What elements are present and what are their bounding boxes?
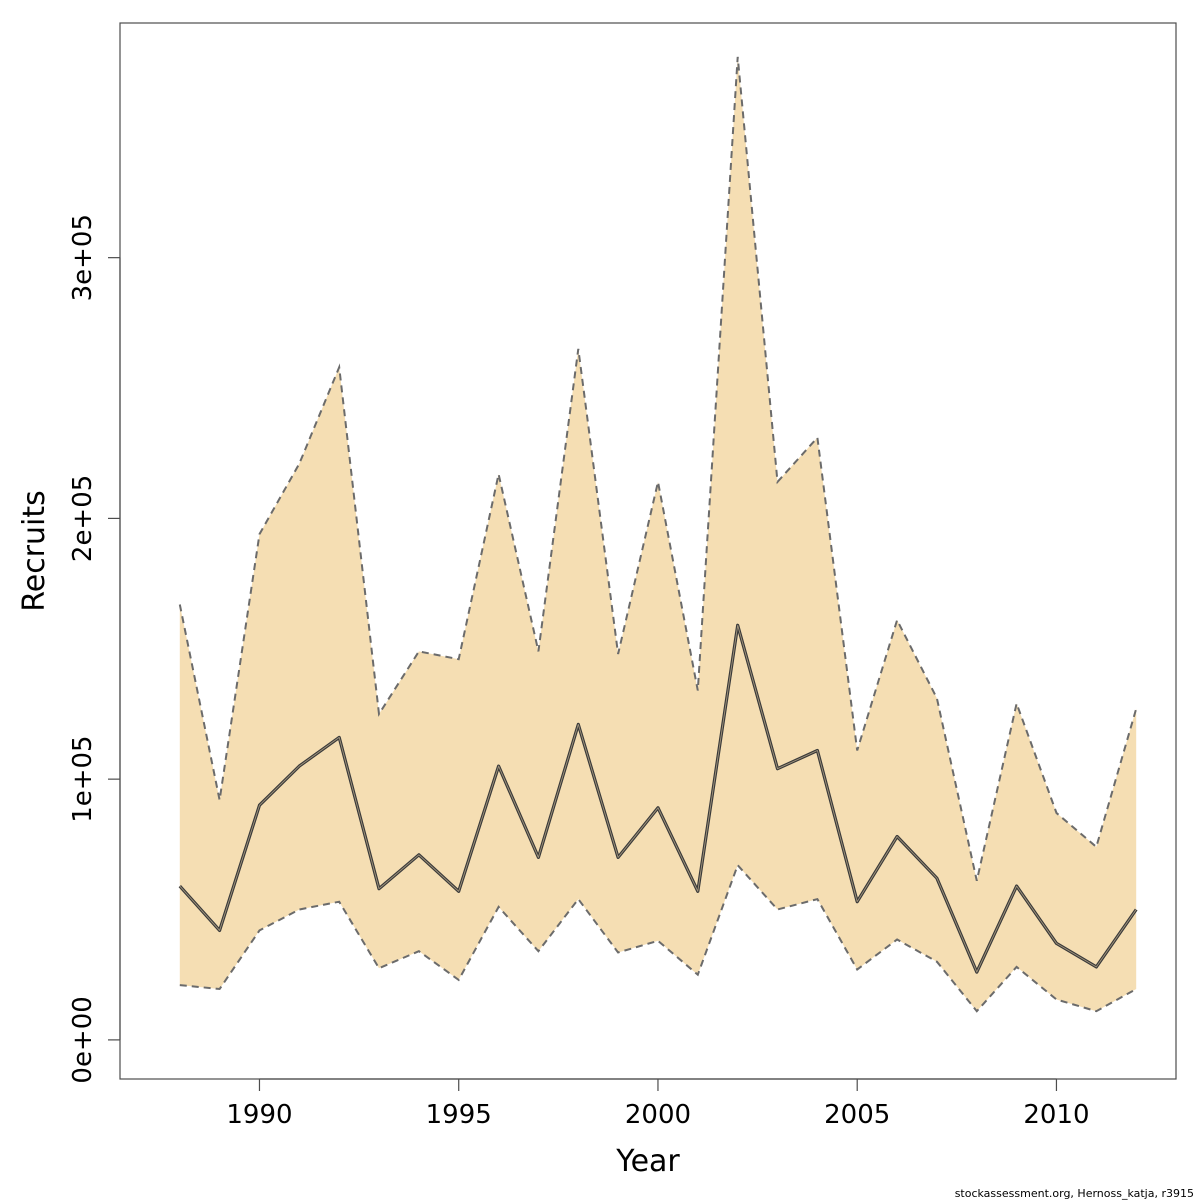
x-tick-label: 2000 (625, 1100, 691, 1130)
x-tick-label: 1990 (226, 1100, 292, 1130)
x-axis: 1990 1995 2000 2005 2010 (226, 1078, 1090, 1130)
y-axis: 0e+00 1e+05 2e+05 3e+05 (68, 214, 121, 1084)
confidence-band (179, 56, 1137, 1012)
x-tick-label: 2010 (1023, 1100, 1089, 1130)
x-tick-label: 2005 (824, 1100, 890, 1130)
upper-bound-line (178, 56, 1138, 882)
lower-bound-line (179, 863, 1137, 1013)
y-tick-label: 1e+05 (68, 735, 98, 822)
y-tick-label: 3e+05 (68, 214, 98, 301)
x-axis-title: Year (615, 1144, 680, 1179)
x-tick-label: 1995 (426, 1100, 492, 1130)
estimate-line-core (179, 624, 1137, 973)
footer-credit: stockassessment.org, Hernoss_katja, r391… (955, 1187, 1194, 1200)
y-tick-label: 0e+00 (68, 996, 98, 1083)
y-tick-label: 2e+05 (68, 475, 98, 562)
y-axis-title: Recruits (17, 490, 52, 612)
